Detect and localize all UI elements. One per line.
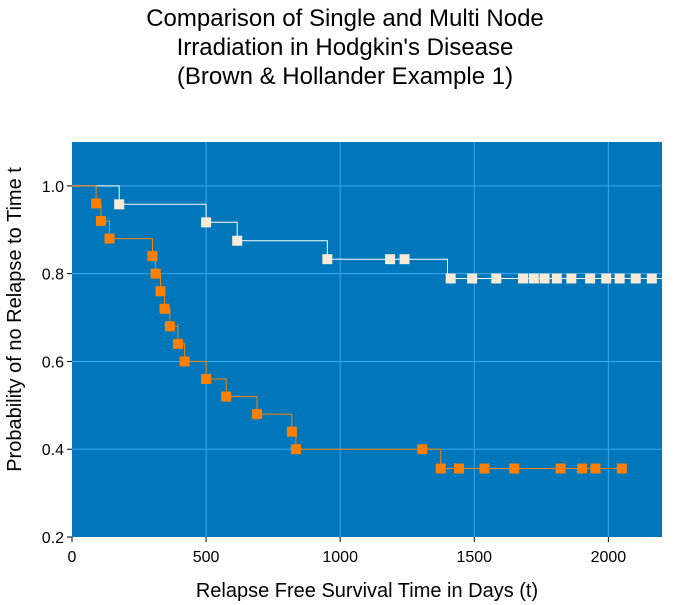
series-1-marker: [399, 254, 410, 265]
x-tick-label: 1000: [322, 549, 358, 566]
series-2-marker: [221, 391, 232, 402]
series-1-marker: [232, 235, 243, 246]
series-1-marker: [201, 217, 212, 228]
plot-area: [72, 142, 662, 537]
axes: 0 500 1000 1500 2000 0.2 0.4 0.6 0.8 1.0: [42, 179, 627, 566]
series-2-marker: [417, 444, 428, 455]
x-tick-label: 0: [68, 549, 77, 566]
series-2: [72, 185, 627, 474]
x-tick-label: 2000: [591, 549, 627, 566]
series-2-marker: [104, 233, 115, 244]
chart-title-line-2: Irradiation in Hodgkin's Disease: [176, 34, 514, 61]
series-2-marker: [509, 463, 520, 474]
y-tick-label: 0.4: [42, 442, 64, 459]
series-1-marker: [445, 273, 456, 284]
chart-title-line-1: Comparison of Single and Multi Node: [146, 5, 544, 32]
y-tick-label: 0.8: [42, 267, 64, 284]
series-2-marker: [286, 426, 297, 437]
series-2-marker: [577, 463, 588, 474]
series-1-marker: [467, 273, 478, 284]
series-2-marker: [95, 216, 106, 226]
x-axis-label: Relapse Free Survival Time in Days (t): [196, 580, 538, 602]
series-2-marker: [479, 463, 490, 474]
series-2-marker: [590, 463, 601, 474]
x-tick-label: 500: [193, 549, 220, 566]
series-1-marker: [601, 273, 612, 284]
series-1-marker: [114, 199, 125, 210]
series-2-marker: [555, 463, 566, 474]
series-1-marker: [528, 273, 539, 284]
series-1-marker: [322, 254, 333, 265]
series-2-marker: [453, 463, 464, 474]
series-1-marker: [539, 273, 550, 284]
series-2-marker: [164, 321, 175, 332]
series-1-marker: [630, 273, 641, 284]
y-axis-label: Probability of no Relapse to Time t: [4, 167, 26, 472]
series-1-marker: [491, 273, 502, 284]
series-1: [72, 185, 662, 284]
series-1-marker: [566, 273, 577, 284]
series-2-marker: [435, 463, 446, 474]
series-1-marker: [518, 273, 529, 284]
series-1-marker: [385, 254, 396, 265]
y-tick-label: 0.6: [42, 354, 64, 371]
series-1-marker: [551, 273, 562, 284]
series-2-marker: [172, 338, 183, 349]
y-tick-label: 1.0: [42, 179, 64, 196]
y-tick-label: 0.2: [42, 530, 64, 547]
chart-title-line-3: (Brown & Hollander Example 1): [176, 63, 514, 90]
chart-title: Comparison of Single and Multi Node Irra…: [0, 4, 690, 91]
series-2-marker: [252, 409, 263, 420]
series-2-marker: [290, 444, 301, 455]
series-2-marker: [616, 463, 627, 474]
series-2-marker: [155, 286, 166, 297]
series-layer: [72, 185, 662, 474]
series-2-marker: [150, 268, 161, 279]
series-1-marker: [614, 273, 625, 284]
series-2-marker: [91, 198, 102, 209]
series-2-marker: [179, 356, 190, 367]
series-2-marker: [201, 374, 212, 384]
series-2-marker: [147, 251, 158, 262]
x-tick-label: 1500: [456, 549, 492, 566]
series-1-marker: [646, 273, 657, 284]
series-2-marker: [159, 303, 170, 314]
series-1-marker: [585, 273, 596, 284]
